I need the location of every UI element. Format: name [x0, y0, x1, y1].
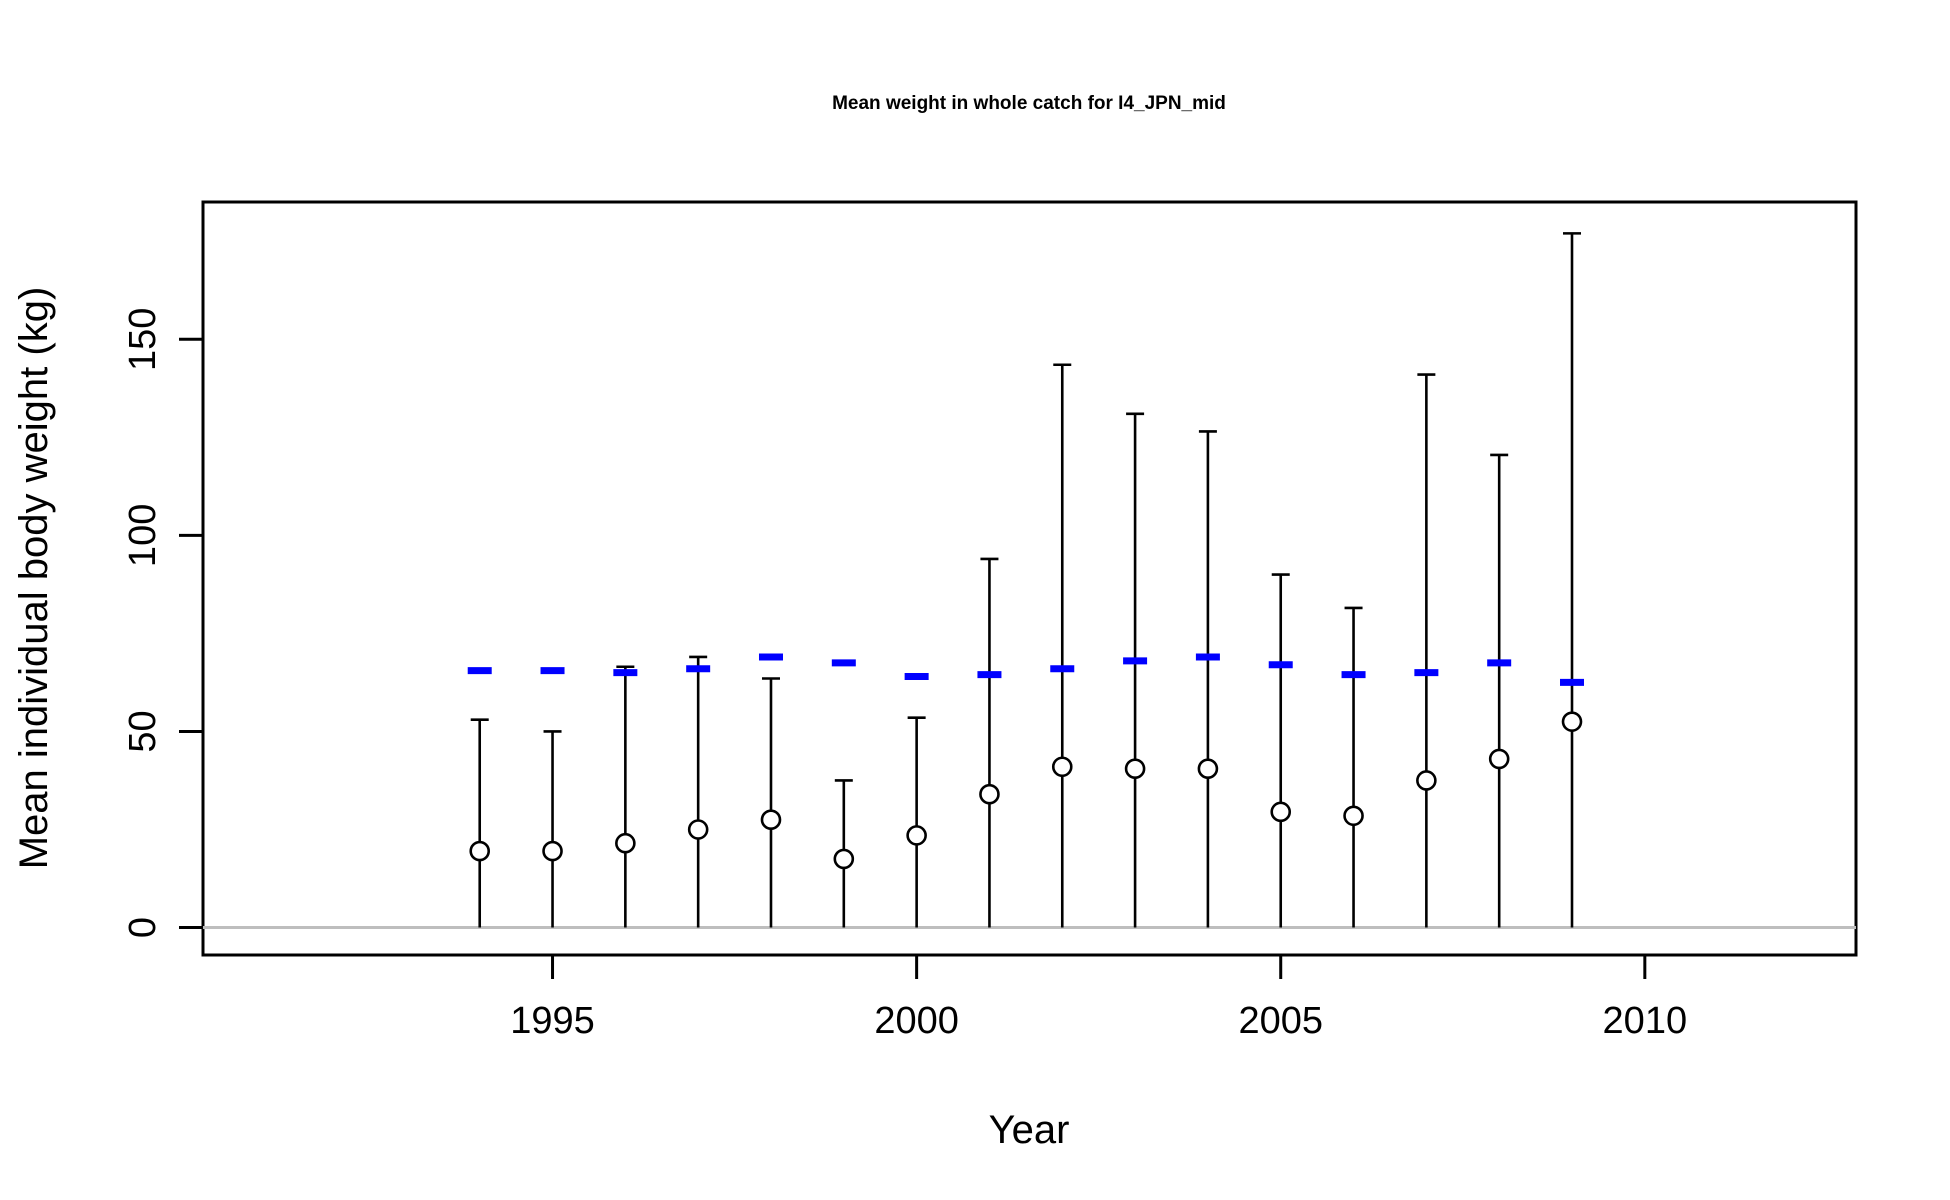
x-axis-title: Year: [989, 1108, 1070, 1152]
y-axis: 0 50 100 150: [122, 308, 203, 938]
observed-point: [1488, 748, 1510, 770]
x-axis: 1995 2000 2005 2010: [510, 955, 1687, 1042]
observed-point: [1416, 770, 1437, 791]
observed-point: [469, 840, 491, 862]
observed-point: [1343, 805, 1364, 827]
observed-point: [615, 832, 636, 854]
chart-title: Mean weight in whole catch for I4_JPN_mi…: [832, 93, 1226, 114]
y-tick-label: 100: [122, 504, 164, 567]
observed-point: [1561, 711, 1583, 732]
observed-point: [906, 825, 927, 846]
observed-point: [542, 840, 563, 862]
plot-frame: [201, 200, 1858, 957]
y-axis-title: Mean individual body weight (kg): [12, 287, 56, 870]
x-tick-label: 2010: [1603, 1000, 1688, 1042]
observed-point: [979, 783, 1000, 805]
x-tick-label: 1995: [510, 1000, 595, 1042]
y-tick-label: 150: [122, 308, 164, 371]
x-tick-label: 2000: [874, 1000, 959, 1042]
x-tick-label: 2005: [1238, 1000, 1323, 1042]
observed-point: [760, 809, 782, 830]
observed-point: [1124, 758, 1146, 780]
plot-marks: [467, 232, 1585, 928]
observed-point: [1270, 801, 1292, 823]
y-tick-label: 0: [122, 917, 164, 938]
y-tick-label: 50: [122, 710, 164, 752]
observed-point: [1051, 756, 1073, 778]
observed-point: [687, 819, 709, 840]
observed-point: [833, 848, 855, 870]
observed-point: [1197, 758, 1219, 780]
